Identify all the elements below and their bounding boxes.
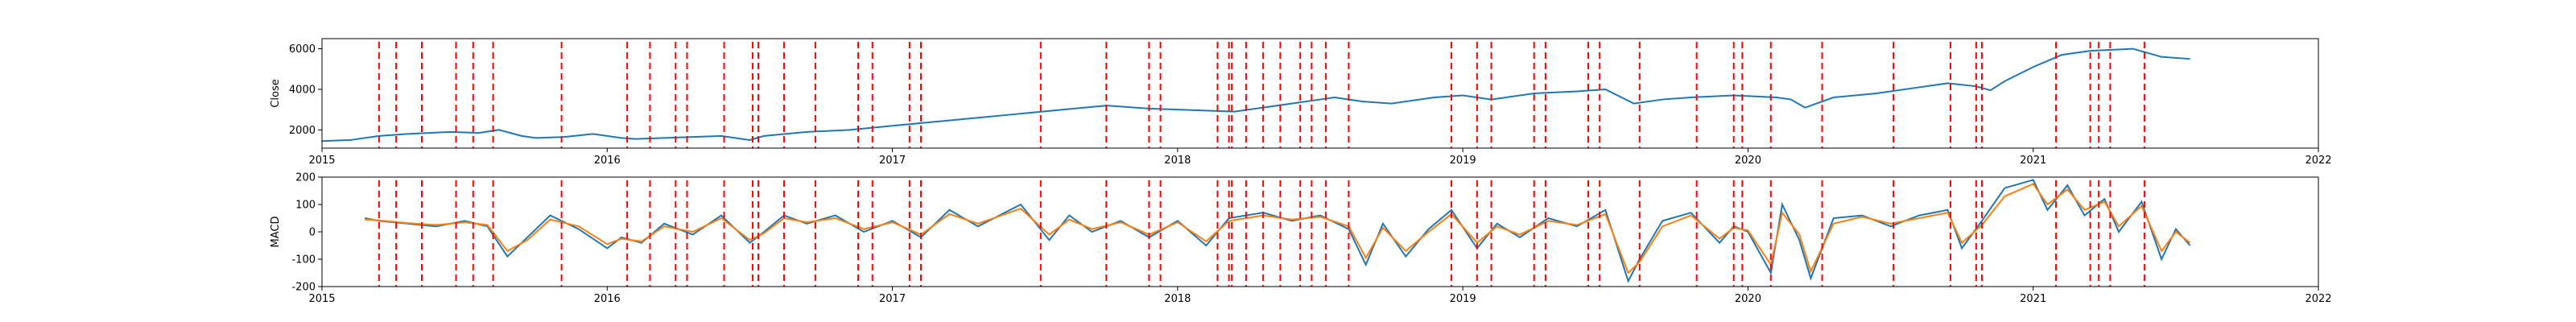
macd-x-tick-label: 2019 (1450, 293, 1476, 305)
close-y-tick-label: 4000 (289, 84, 316, 96)
close-x-tick-label: 2018 (1164, 155, 1191, 167)
macd-y-tick-label: -200 (291, 282, 316, 294)
macd-y-tick-label: -100 (291, 254, 316, 266)
close-x-tick-label: 2020 (1735, 155, 1761, 167)
close-series-line-0 (321, 47, 2190, 142)
macd-panel: MACD 2015 2016 2017 2018 2019 2020 2021 2022 -20… (270, 172, 2332, 306)
macd-y-tick-label: 200 (295, 172, 316, 184)
close-x-tick-label: 2019 (1450, 155, 1476, 167)
close-x-tick-label: 2021 (2020, 155, 2046, 167)
close-plot-frame (321, 38, 2319, 149)
close-y-axis-label: Close (270, 79, 282, 107)
close-panel: Close 2015 2016 2017 2018 2019 2020 2021 2022 20… (270, 38, 2332, 167)
macd-x-tick-label: 2021 (2020, 293, 2046, 305)
macd-y-tick-label: 100 (295, 200, 316, 212)
macd-x-tick-label: 2017 (879, 293, 906, 305)
macd-series-line-0 (364, 179, 2191, 283)
close-y-tick-label: 2000 (289, 125, 316, 137)
close-x-tick-label: 2017 (879, 155, 906, 167)
close-y-tick-label: 6000 (289, 43, 316, 56)
close-x-tick-label: 2022 (2305, 155, 2331, 167)
macd-y-axis-label: MACD (270, 217, 282, 248)
macd-y-tick-label: 0 (309, 227, 316, 239)
macd-x-tick-label: 2016 (594, 293, 621, 305)
macd-x-tick-label: 2015 (308, 293, 335, 305)
close-x-tick-label: 2016 (594, 155, 621, 167)
close-x-tick-label: 2015 (308, 155, 335, 167)
macd-x-tick-label: 2020 (1735, 293, 1761, 305)
macd-x-tick-label: 2022 (2305, 293, 2331, 305)
macd-x-tick-label: 2018 (1164, 293, 1191, 305)
macd-series-line-1 (365, 183, 2191, 275)
